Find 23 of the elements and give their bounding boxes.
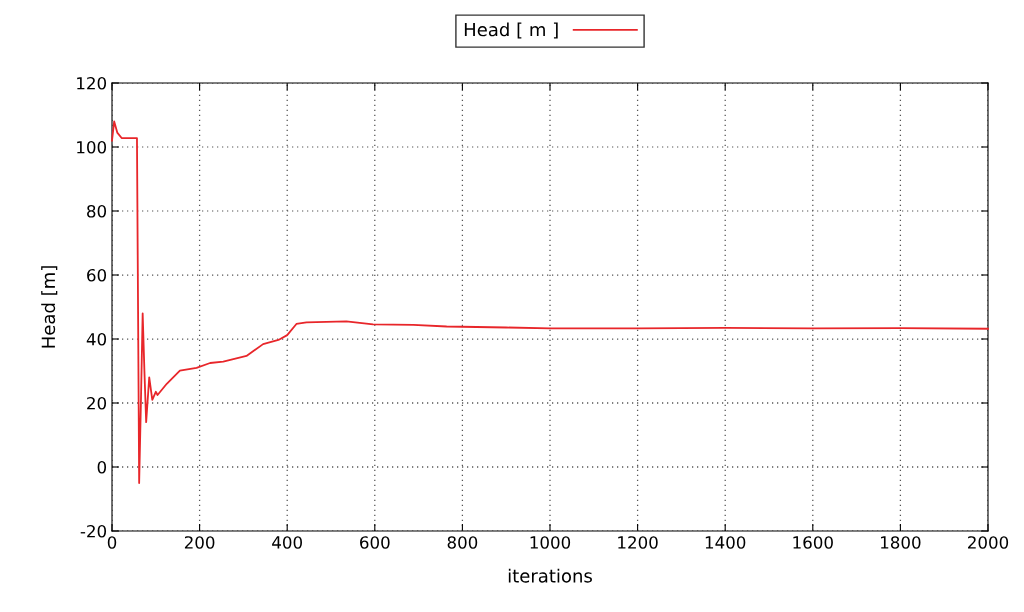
y-tick-label: 80	[87, 204, 107, 218]
x-tick-label: 1800	[881, 536, 921, 549]
x-tick-label: 1000	[530, 536, 571, 549]
x-tick-label: 600	[360, 536, 390, 549]
y-tick-label: 40	[86, 332, 107, 346]
x-tick-label: 1400	[705, 536, 746, 549]
y-tick-label: 20	[87, 396, 107, 410]
x-tick-label: 1600	[793, 536, 833, 549]
x-tick-label: 200	[184, 536, 215, 549]
x-tick-label: 800	[447, 536, 478, 549]
legend-label: Head [ m ]	[464, 22, 558, 39]
x-axis-title: iterations	[508, 568, 592, 583]
line-series	[111, 120, 989, 484]
y-axis-title: Head [m]	[41, 266, 58, 348]
y-tick-label: 120	[77, 76, 107, 90]
y-tick-label: 100	[77, 140, 107, 154]
y-tick-label: -20	[80, 524, 107, 538]
y-tick-label: 60	[87, 268, 107, 282]
y-tick-label: 0	[97, 460, 107, 474]
x-tick-label: 400	[272, 536, 302, 549]
x-tick-label: 2000	[968, 536, 1009, 549]
x-tick-label: 0	[107, 536, 117, 549]
x-tick-label: 1200	[618, 536, 658, 549]
